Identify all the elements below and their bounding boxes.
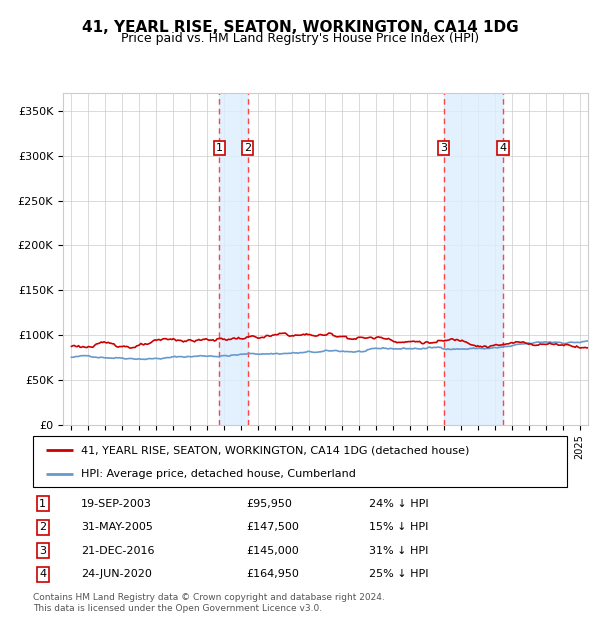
Text: 3: 3	[39, 546, 46, 556]
Text: 24% ↓ HPI: 24% ↓ HPI	[370, 498, 429, 509]
Text: 15% ↓ HPI: 15% ↓ HPI	[370, 522, 429, 532]
Text: Contains HM Land Registry data © Crown copyright and database right 2024.: Contains HM Land Registry data © Crown c…	[33, 593, 385, 602]
Text: 41, YEARL RISE, SEATON, WORKINGTON, CA14 1DG (detached house): 41, YEARL RISE, SEATON, WORKINGTON, CA14…	[81, 445, 469, 455]
Text: HPI: Average price, detached house, Cumberland: HPI: Average price, detached house, Cumb…	[81, 469, 356, 479]
Text: 2: 2	[39, 522, 46, 532]
Text: 25% ↓ HPI: 25% ↓ HPI	[370, 569, 429, 579]
Text: Price paid vs. HM Land Registry's House Price Index (HPI): Price paid vs. HM Land Registry's House …	[121, 32, 479, 45]
Text: 1: 1	[39, 498, 46, 509]
Text: 41, YEARL RISE, SEATON, WORKINGTON, CA14 1DG: 41, YEARL RISE, SEATON, WORKINGTON, CA14…	[82, 20, 518, 35]
Text: 21-DEC-2016: 21-DEC-2016	[81, 546, 155, 556]
Text: 24-JUN-2020: 24-JUN-2020	[81, 569, 152, 579]
Text: 2: 2	[244, 143, 251, 153]
Text: 3: 3	[440, 143, 447, 153]
FancyBboxPatch shape	[33, 436, 567, 487]
Text: 19-SEP-2003: 19-SEP-2003	[81, 498, 152, 509]
Text: £147,500: £147,500	[247, 522, 299, 532]
Text: 4: 4	[499, 143, 506, 153]
Text: £164,950: £164,950	[247, 569, 299, 579]
Text: £145,000: £145,000	[247, 546, 299, 556]
Bar	[443, 93, 503, 425]
Text: 1: 1	[215, 143, 223, 153]
Text: £95,950: £95,950	[247, 498, 292, 509]
Text: This data is licensed under the Open Government Licence v3.0.: This data is licensed under the Open Gov…	[33, 604, 322, 613]
Text: 31% ↓ HPI: 31% ↓ HPI	[370, 546, 429, 556]
Bar	[219, 93, 248, 425]
Text: 31-MAY-2005: 31-MAY-2005	[81, 522, 153, 532]
Text: 4: 4	[39, 569, 46, 579]
